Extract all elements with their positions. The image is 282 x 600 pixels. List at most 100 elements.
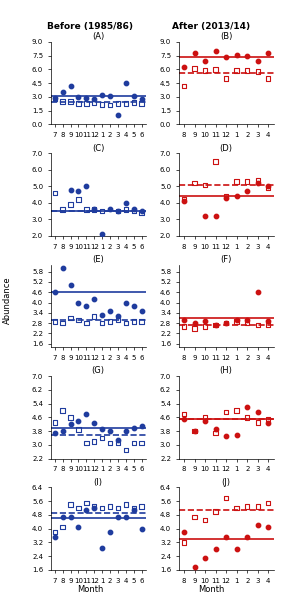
Point xyxy=(255,407,260,417)
Point xyxy=(203,317,207,326)
Point xyxy=(68,419,73,429)
Title: (E): (E) xyxy=(92,255,104,264)
Point xyxy=(100,319,104,328)
Point xyxy=(266,317,270,326)
Point xyxy=(266,418,270,427)
Point xyxy=(92,502,96,511)
Point xyxy=(255,502,260,511)
Point xyxy=(139,94,144,104)
Point xyxy=(234,406,239,415)
Point xyxy=(234,545,239,554)
Text: Before (1985/86): Before (1985/86) xyxy=(47,22,133,31)
Point xyxy=(108,527,112,537)
Point xyxy=(213,320,218,330)
Point xyxy=(255,320,260,330)
Point xyxy=(266,74,270,83)
Point xyxy=(203,413,207,422)
Point xyxy=(92,94,96,104)
Point xyxy=(60,427,65,436)
Point xyxy=(131,317,136,326)
Point xyxy=(84,439,89,448)
Point xyxy=(84,93,89,103)
Point xyxy=(100,91,104,100)
Point xyxy=(213,65,218,74)
Text: Month: Month xyxy=(198,585,225,594)
Point xyxy=(203,515,207,525)
Point xyxy=(131,206,136,216)
Point xyxy=(76,503,81,513)
Point xyxy=(266,522,270,532)
Point xyxy=(124,298,128,307)
Point xyxy=(192,323,197,333)
Point xyxy=(92,98,96,107)
Point xyxy=(182,409,186,419)
Point xyxy=(60,406,65,415)
Text: After (2013/14): After (2013/14) xyxy=(172,22,251,31)
Point xyxy=(203,416,207,425)
Point xyxy=(116,503,120,513)
Point xyxy=(124,512,128,521)
Point xyxy=(68,81,73,91)
Point xyxy=(92,205,96,214)
Point xyxy=(108,427,112,436)
Point xyxy=(131,439,136,448)
Title: (G): (G) xyxy=(92,367,105,376)
Point xyxy=(68,500,73,509)
Point xyxy=(108,502,112,511)
Point xyxy=(68,97,73,106)
Title: (A): (A) xyxy=(92,32,104,41)
Point xyxy=(124,98,128,108)
Point xyxy=(192,246,197,256)
Title: (B): (B) xyxy=(220,32,232,41)
Point xyxy=(213,507,218,517)
Point xyxy=(116,110,120,120)
Point xyxy=(100,425,104,434)
Point xyxy=(108,317,112,326)
Point xyxy=(100,503,104,513)
Point xyxy=(213,157,218,166)
Point xyxy=(224,319,228,328)
Point xyxy=(213,545,218,554)
Point xyxy=(245,502,250,511)
Point xyxy=(139,421,144,431)
Point xyxy=(192,512,197,521)
Point xyxy=(52,93,57,103)
Point xyxy=(245,402,250,412)
Point xyxy=(182,62,186,71)
Point xyxy=(234,176,239,186)
Point xyxy=(116,439,120,448)
Point xyxy=(139,206,144,216)
Title: (F): (F) xyxy=(221,255,232,264)
Point xyxy=(84,205,89,214)
Point xyxy=(84,498,89,508)
Point xyxy=(139,317,144,326)
Point xyxy=(192,178,197,188)
Text: Month: Month xyxy=(77,585,103,594)
Point xyxy=(60,263,65,273)
Point xyxy=(52,418,57,427)
Point xyxy=(68,200,73,209)
Point xyxy=(108,205,112,214)
Point xyxy=(224,493,228,503)
Point xyxy=(108,307,112,316)
Point xyxy=(213,46,218,56)
Point xyxy=(182,322,186,331)
Point xyxy=(116,315,120,325)
Point xyxy=(224,407,228,417)
Point xyxy=(108,100,112,110)
Point xyxy=(68,512,73,521)
Point xyxy=(245,65,250,75)
Point xyxy=(213,320,218,330)
Point xyxy=(139,524,144,533)
Point xyxy=(76,187,81,196)
Point xyxy=(234,191,239,201)
Point xyxy=(100,229,104,239)
Point xyxy=(203,56,207,66)
Point xyxy=(203,211,207,221)
Point xyxy=(100,543,104,553)
Point xyxy=(266,414,270,424)
Point xyxy=(192,427,197,436)
Point xyxy=(234,430,239,439)
Point xyxy=(192,427,197,436)
Point xyxy=(108,439,112,448)
